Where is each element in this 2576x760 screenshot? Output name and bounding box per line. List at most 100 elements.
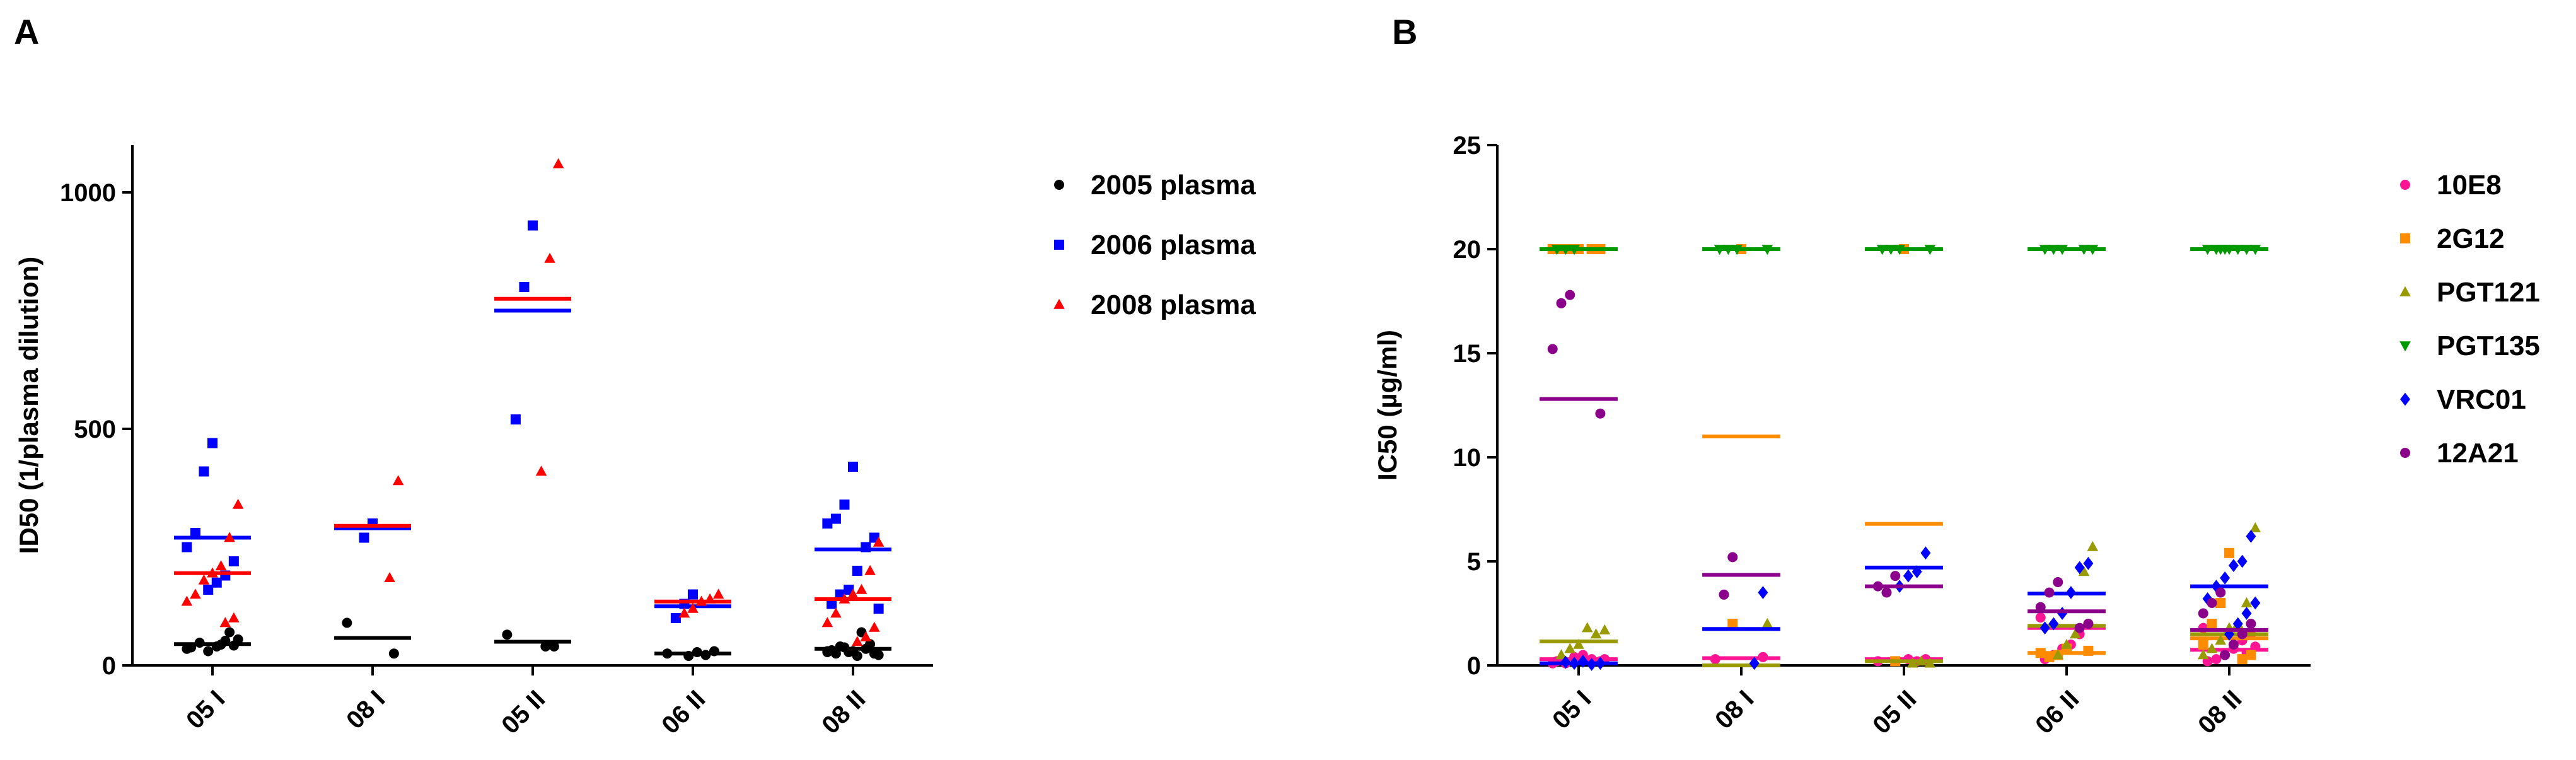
chart1-point-pgt121: [1573, 638, 1584, 649]
chart1-point-pgt121: [1581, 622, 1593, 633]
chart0-point-2006-plasma: [359, 532, 369, 543]
chart1-point-vrc01: [2057, 607, 2068, 620]
chart1-point-12a21: [1595, 408, 1606, 419]
chart0-point-2005-plasma: [865, 639, 876, 650]
chart1-x-tick-label-08-ii: 08 II: [2193, 685, 2247, 739]
chart1-point-vrc01: [2048, 617, 2059, 631]
chart0-point-2005-plasma: [233, 634, 243, 645]
chart0-point-2008-plasma: [181, 595, 193, 606]
chart1-point-pgt121: [2078, 566, 2090, 576]
chart0-point-2006-plasma: [199, 466, 209, 477]
chart1-x-tick-label-05-ii: 05 II: [1867, 685, 1922, 739]
chart0-point-2006-plasma: [830, 513, 841, 524]
chart1-point-2g12: [2207, 619, 2217, 629]
chart1-point-12a21: [1556, 298, 1567, 308]
chart0-legend-label-2008-plasma: 2008 plasma: [1091, 289, 1256, 320]
chart0-series-2005-plasma: [174, 617, 891, 661]
chart0-point-2005-plasma: [540, 641, 551, 652]
chart1-series-2g12: [1540, 244, 2268, 667]
panel-label-b: B: [1392, 12, 1417, 52]
chart1-series-12a21: [1540, 289, 2268, 660]
chart1-point-12a21: [1727, 552, 1738, 563]
chart1-point-2g12: [2198, 640, 2208, 650]
chart0-y-tick-label: 500: [74, 416, 116, 443]
chart0-point-2005-plasma: [388, 648, 399, 659]
chart0-legend-label-2006-plasma: 2006 plasma: [1091, 230, 1256, 260]
chart1-point-vrc01: [1577, 655, 1588, 668]
chart0-point-2008-plasma: [869, 621, 880, 632]
chart-b-ic50: 0 5 10 15 20 25 IC50 (µg/ml) 05 I 08 I 05 II 06 II…: [1372, 132, 2540, 739]
chart0-point-2008-plasma: [392, 475, 404, 486]
chart1-point-2g12: [1727, 619, 1738, 629]
chart0-legend-marker-2008-plasma: [1053, 298, 1065, 309]
chart0-point-2006-plasma: [203, 585, 214, 595]
chart0-point-2008-plasma: [190, 588, 201, 599]
chart0-point-2005-plasma: [342, 617, 352, 628]
chart0-legend-marker-2005-plasma: [1054, 180, 1064, 190]
chart0-y-tick-label: 1000: [60, 179, 116, 207]
chart0-point-2006-plasma: [839, 500, 850, 510]
chart0-point-2008-plasma: [535, 465, 547, 476]
chart0-point-2008-plasma: [856, 583, 867, 594]
chart0-point-2008-plasma: [384, 572, 395, 583]
chart1-point-vrc01: [1749, 657, 1760, 670]
chart1-legend-label-pgt121: PGT121: [2437, 277, 2540, 308]
chart0-point-2005-plasma: [203, 646, 214, 657]
chart1-point-12a21: [2083, 619, 2094, 629]
chart0-point-2006-plasma: [211, 577, 222, 588]
chart1-point-12a21: [2220, 650, 2231, 660]
chart0-y-tick-label: 0: [102, 652, 116, 680]
chart0-series-2006-plasma: [174, 220, 891, 623]
chart0-point-2008-plasma: [712, 588, 724, 599]
chart1-point-vrc01: [2228, 559, 2239, 572]
chart1-legend-label-10e8: 10E8: [2437, 170, 2502, 201]
chart0-point-2005-plasma: [224, 627, 235, 638]
chart1-point-vrc01: [2237, 554, 2248, 568]
chart0-point-2006-plasma: [207, 438, 218, 448]
chart1-point-pgt121: [2249, 522, 2261, 532]
chart0-legend-label-2005-plasma: 2005 plasma: [1091, 170, 1256, 201]
chart1-point-12a21: [1881, 587, 1892, 598]
chart1-point-12a21: [2074, 623, 2085, 633]
chart0-y-axis-title: ID50 (1/plasma dilution): [14, 257, 44, 554]
chart0-point-2006-plasma: [848, 462, 858, 472]
chart1-y-tick-label: 25: [1453, 132, 1482, 160]
chart1-point-12a21: [2207, 598, 2217, 608]
chart0-point-2008-plasma: [864, 564, 876, 575]
chart1-point-pgt121: [2197, 649, 2209, 660]
chart0-point-2006-plasma: [190, 528, 200, 538]
chart1-point-12a21: [1565, 289, 1575, 300]
chart0-point-2008-plasma: [873, 536, 885, 547]
chart1-point-10e8: [2211, 654, 2222, 665]
chart1-point-12a21: [2053, 577, 2063, 587]
chart1-legend-marker-12a21: [2400, 448, 2410, 458]
chart0-point-2008-plasma: [215, 560, 227, 571]
chart1-point-pgt121: [1555, 649, 1567, 660]
chart0-point-2006-plasma: [873, 604, 884, 614]
chart1-point-2g12: [2224, 547, 2234, 558]
chart1-y-tick-label: 15: [1453, 340, 1482, 368]
chart1-point-12a21: [2044, 587, 2055, 598]
chart1-legend-label-12a21: 12A21: [2437, 438, 2519, 469]
chart0-point-2006-plasma: [822, 518, 833, 529]
chart1-point-pgt121: [2069, 628, 2081, 639]
chart1-y-tick-label: 0: [1467, 652, 1481, 680]
chart1-point-pgt121: [1590, 628, 1602, 639]
chart1-point-vrc01: [1920, 546, 1931, 560]
chart1-point-vrc01: [2232, 617, 2243, 631]
chart0-point-2006-plasma: [827, 599, 837, 609]
chart1-point-pgt121: [2241, 597, 2253, 607]
chart1-point-pgt121: [1564, 643, 1576, 653]
chart0-legend-marker-2006-plasma: [1054, 240, 1064, 250]
chart1-point-pgt121: [2052, 649, 2064, 660]
chart1-point-pgt121: [1599, 624, 1611, 634]
chart0-series-2008-plasma: [174, 158, 891, 646]
chart1-point-10e8: [2035, 612, 2046, 623]
chart1-series-vrc01: [1540, 530, 2268, 671]
chart0-x-tick-label-06-ii: 06 II: [656, 685, 711, 739]
panel-label-a: A: [14, 12, 39, 52]
chart1-point-12a21: [2246, 619, 2256, 629]
chart0-point-2006-plasma: [852, 566, 862, 576]
chart0-point-2008-plasma: [687, 602, 699, 613]
